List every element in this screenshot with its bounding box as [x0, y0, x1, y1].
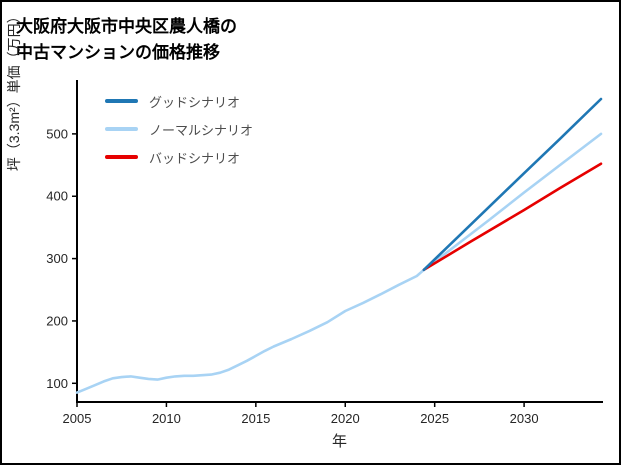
- legend-label-bad-scenario: バッドシナリオ: [149, 150, 241, 166]
- chart-title-line-1: 大阪府大阪市中央区農人橋の: [16, 17, 237, 36]
- legend-item-normal-scenario: ノーマルシナリオ: [105, 120, 253, 138]
- x-axis-label: 年: [331, 433, 347, 450]
- legend-item-good-scenario: グッドシナリオ: [105, 92, 253, 110]
- x-tick-label: 2005: [63, 411, 92, 426]
- x-tick-label: 2020: [331, 411, 360, 426]
- series-line-good-scenario: [422, 97, 603, 272]
- legend: グッドシナリオ ノーマルシナリオ バッドシナリオ: [105, 92, 253, 176]
- legend-item-bad-scenario: バッドシナリオ: [105, 148, 253, 166]
- chart-title-line-2: 中古マンションの価格推移: [16, 42, 220, 62]
- y-tick-label: 400: [46, 189, 68, 204]
- y-tick-label: 300: [46, 251, 68, 266]
- series-line-normal-scenario: [75, 132, 603, 394]
- x-tick-label: 2030: [510, 411, 539, 426]
- legend-label-good-scenario: グッドシナリオ: [149, 94, 241, 110]
- x-tick-label: 2025: [420, 411, 449, 426]
- series-line-bad-scenario: [422, 162, 603, 272]
- legend-label-normal-scenario: ノーマルシナリオ: [149, 122, 254, 138]
- y-tick-label: 200: [46, 313, 68, 328]
- legend-line-bad-scenario: [105, 155, 138, 159]
- x-tick-label: 2010: [152, 411, 181, 426]
- legend-line-normal-scenario: [105, 127, 138, 131]
- y-tick-label: 500: [46, 126, 68, 141]
- plot-area: 2005 2010 2015 2020 2025 2030 100 200 300 400 500: [46, 80, 603, 426]
- y-axis-label: 坪（3.3m²）単価（万円）: [6, 9, 22, 172]
- x-tick-label: 2015: [241, 411, 270, 426]
- chart-title: 大阪府大阪市中央区農人橋の 中古マンションの価格推移: [16, 14, 237, 65]
- legend-line-good-scenario: [105, 99, 138, 103]
- y-tick-label: 100: [46, 376, 68, 391]
